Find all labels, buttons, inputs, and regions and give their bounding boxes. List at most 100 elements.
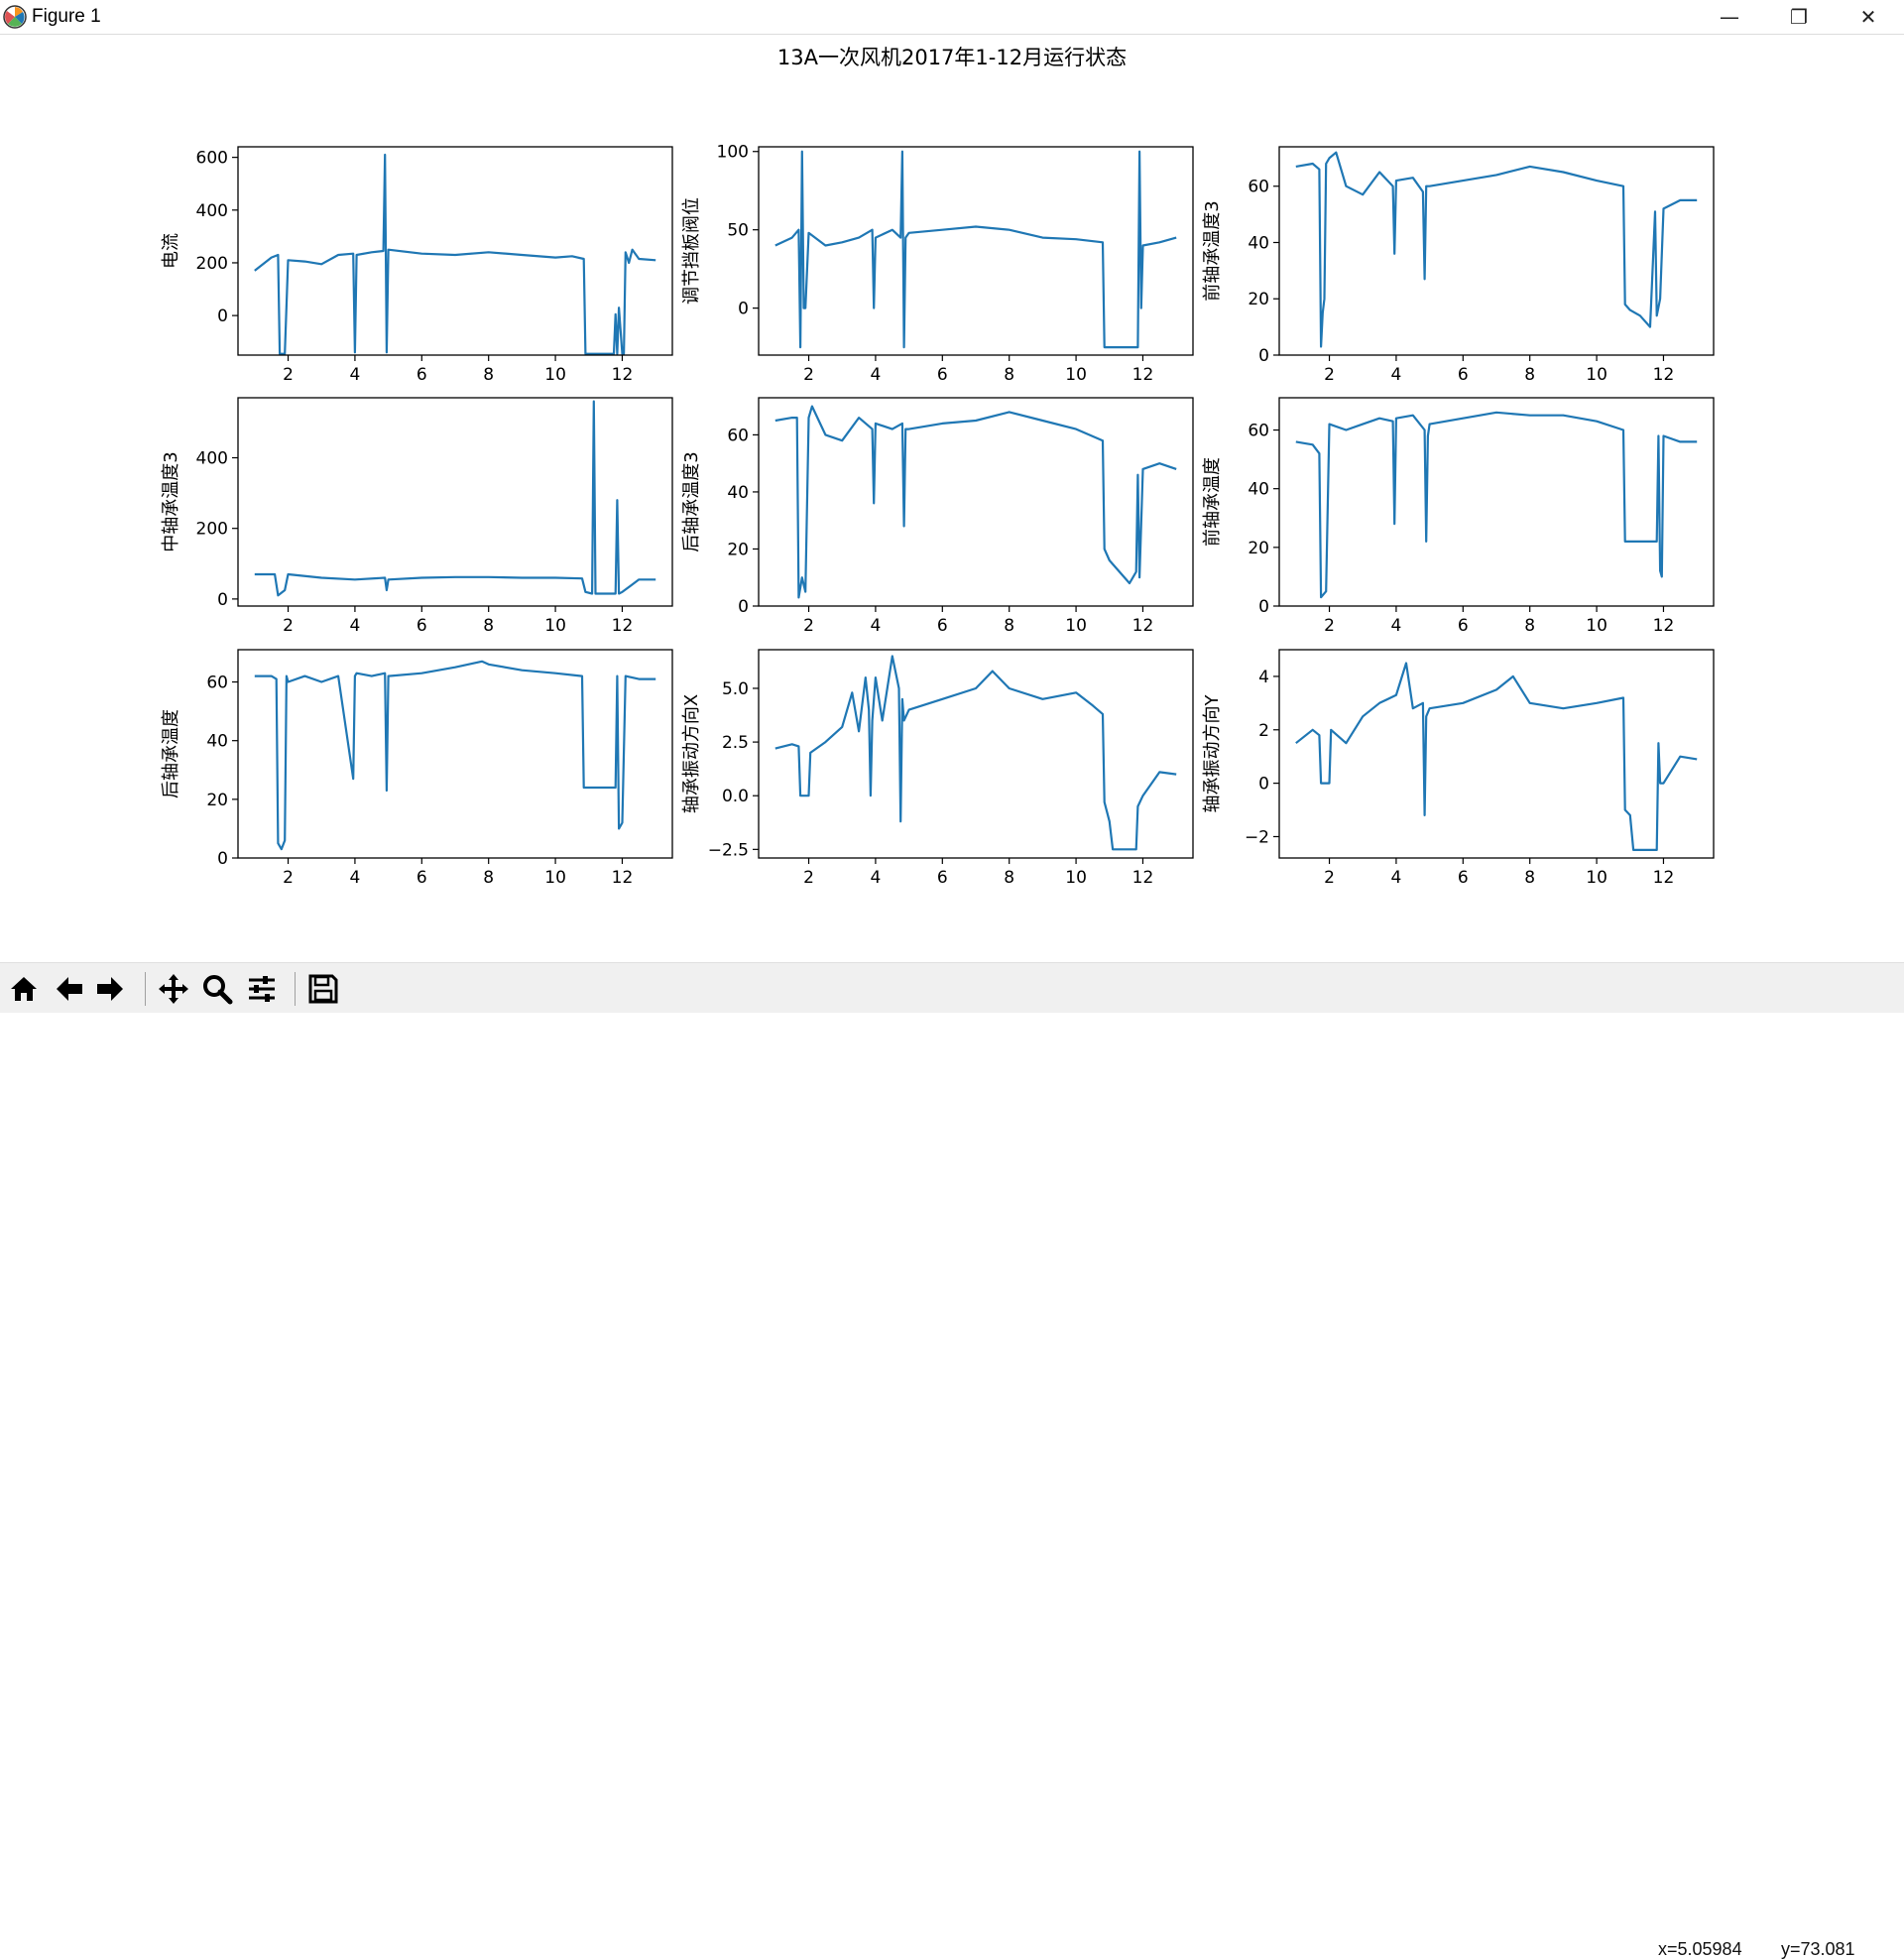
y-tick-label: 40 xyxy=(1248,233,1269,253)
y-tick-label: 2.5 xyxy=(722,733,749,753)
x-tick-label: 6 xyxy=(416,365,427,385)
x-tick-label: 10 xyxy=(544,868,566,888)
y-axis-label: 后轴承温度3 xyxy=(681,451,702,551)
x-tick-label: 8 xyxy=(1004,365,1014,385)
x-tick-label: 4 xyxy=(1391,616,1402,636)
close-button[interactable]: ✕ xyxy=(1859,5,1877,29)
x-tick-label: 10 xyxy=(1065,365,1087,385)
y-tick-label: 4 xyxy=(1258,668,1269,687)
y-axis-label: 轴承振动方向Y xyxy=(1202,694,1223,813)
home-icon[interactable] xyxy=(5,970,43,1008)
series-line xyxy=(254,660,656,851)
y-tick-label: 20 xyxy=(727,540,749,559)
y-tick-label: 0 xyxy=(217,849,228,869)
x-tick-label: 6 xyxy=(1458,365,1469,385)
y-tick-label: 60 xyxy=(727,426,749,445)
x-tick-label: 8 xyxy=(483,616,494,636)
axes-frame xyxy=(237,397,673,607)
x-tick-label: 6 xyxy=(1458,616,1469,636)
x-tick-label: 12 xyxy=(1653,616,1675,636)
y-tick-label: 40 xyxy=(727,483,749,503)
axes-frame xyxy=(1278,146,1715,356)
forward-arrow-icon[interactable] xyxy=(91,970,129,1008)
x-tick-label: 2 xyxy=(283,365,294,385)
pan-icon[interactable] xyxy=(155,970,192,1008)
y-tick-label: 400 xyxy=(196,449,228,469)
restore-button[interactable]: ❐ xyxy=(1790,5,1808,29)
x-tick-label: 10 xyxy=(1586,616,1607,636)
zoom-icon[interactable] xyxy=(198,970,236,1008)
y-tick-label: 60 xyxy=(206,674,228,693)
x-tick-label: 2 xyxy=(803,365,814,385)
subplot-6: 2 4 6 8 10 12 0 20 40 60 前轴承温度 xyxy=(1202,397,1715,636)
y-tick-label: 2 xyxy=(1258,721,1269,741)
y-tick-label: 50 xyxy=(727,221,749,241)
y-tick-label: 0 xyxy=(738,300,749,319)
x-tick-label: 2 xyxy=(1324,365,1335,385)
x-tick-label: 8 xyxy=(483,868,494,888)
y-tick-label: 0 xyxy=(217,590,228,610)
x-tick-label: 6 xyxy=(416,868,427,888)
back-arrow-icon[interactable] xyxy=(51,970,88,1008)
y-tick-label: 20 xyxy=(1248,290,1269,309)
x-tick-label: 12 xyxy=(1653,365,1675,385)
x-tick-label: 6 xyxy=(937,868,948,888)
subplot-4: 2 4 6 8 10 12 0 200 400 中轴承温度3 xyxy=(161,397,673,636)
minimize-button[interactable]: — xyxy=(1720,5,1739,29)
y-tick-label: 5.0 xyxy=(722,679,749,699)
y-tick-label: 200 xyxy=(196,520,228,540)
x-tick-label: 4 xyxy=(871,868,882,888)
x-tick-label: 10 xyxy=(544,616,566,636)
y-tick-label: 20 xyxy=(206,791,228,810)
window-title: Figure 1 xyxy=(32,6,101,27)
subplot-2: 2 4 6 8 10 12 0 50 100 调节挡板阀位 xyxy=(681,143,1194,385)
subplot-9: 2 4 6 8 10 12 −2 0 2 4 轴承振动方向Y xyxy=(1202,649,1715,888)
axes-frame xyxy=(1278,397,1715,607)
x-tick-label: 12 xyxy=(612,616,634,636)
x-tick-label: 4 xyxy=(1391,365,1402,385)
y-tick-label: 20 xyxy=(1248,539,1269,558)
subplot-5: 2 4 6 8 10 12 0 20 40 60 后轴承温度3 xyxy=(681,397,1194,636)
x-tick-label: 12 xyxy=(612,868,634,888)
x-tick-label: 8 xyxy=(1004,868,1014,888)
x-tick-label: 6 xyxy=(937,616,948,636)
navigation-toolbar: x=5.05984 y=73.081 xyxy=(0,962,1904,1959)
x-tick-label: 12 xyxy=(1653,868,1675,888)
axes-frame xyxy=(237,146,673,356)
x-tick-label: 8 xyxy=(1524,868,1535,888)
x-tick-label: 4 xyxy=(350,616,361,636)
subplot-7: 2 4 6 8 10 12 0 20 40 60 后轴承温度 xyxy=(161,649,673,888)
x-tick-label: 2 xyxy=(803,868,814,888)
x-tick-label: 6 xyxy=(416,616,427,636)
y-tick-label: 60 xyxy=(1248,422,1269,441)
x-tick-label: 4 xyxy=(350,365,361,385)
y-axis-label: 电流 xyxy=(161,233,181,269)
x-tick-label: 6 xyxy=(1458,868,1469,888)
y-tick-label: 0 xyxy=(217,306,228,326)
axes-frame xyxy=(758,649,1194,859)
y-tick-label: −2 xyxy=(1245,827,1269,847)
axes-frame xyxy=(1278,649,1715,859)
y-axis-label: 前轴承温度 xyxy=(1202,457,1223,547)
axes-frame xyxy=(758,146,1194,356)
x-tick-label: 10 xyxy=(1586,868,1607,888)
x-tick-label: 4 xyxy=(871,365,882,385)
y-axis-label: 前轴承温度3 xyxy=(1202,200,1223,301)
series-line xyxy=(774,150,1177,349)
x-tick-label: 4 xyxy=(1391,868,1402,888)
x-tick-label: 4 xyxy=(871,616,882,636)
configure-subplots-icon[interactable] xyxy=(243,970,281,1008)
y-tick-label: 40 xyxy=(206,732,228,752)
save-icon[interactable] xyxy=(304,970,342,1008)
series-line xyxy=(774,405,1177,599)
x-tick-label: 2 xyxy=(1324,616,1335,636)
x-tick-label: 12 xyxy=(612,365,634,385)
y-tick-label: 200 xyxy=(196,254,228,274)
series-line xyxy=(1295,662,1698,851)
subplot-8: 2 4 6 8 10 12 −2.5 0.0 2.5 5.0 轴承振动方向X xyxy=(681,649,1194,888)
subplot-1: 2 4 6 8 10 12 0 200 400 600 电流 xyxy=(161,146,673,385)
axes-frame xyxy=(758,397,1194,607)
x-tick-label: 2 xyxy=(803,616,814,636)
figure-canvas[interactable]: 13A一次风机2017年1-12月运行状态 2 4 6 8 10 120200400600… xyxy=(0,35,1904,962)
y-tick-label: 0.0 xyxy=(722,787,749,806)
